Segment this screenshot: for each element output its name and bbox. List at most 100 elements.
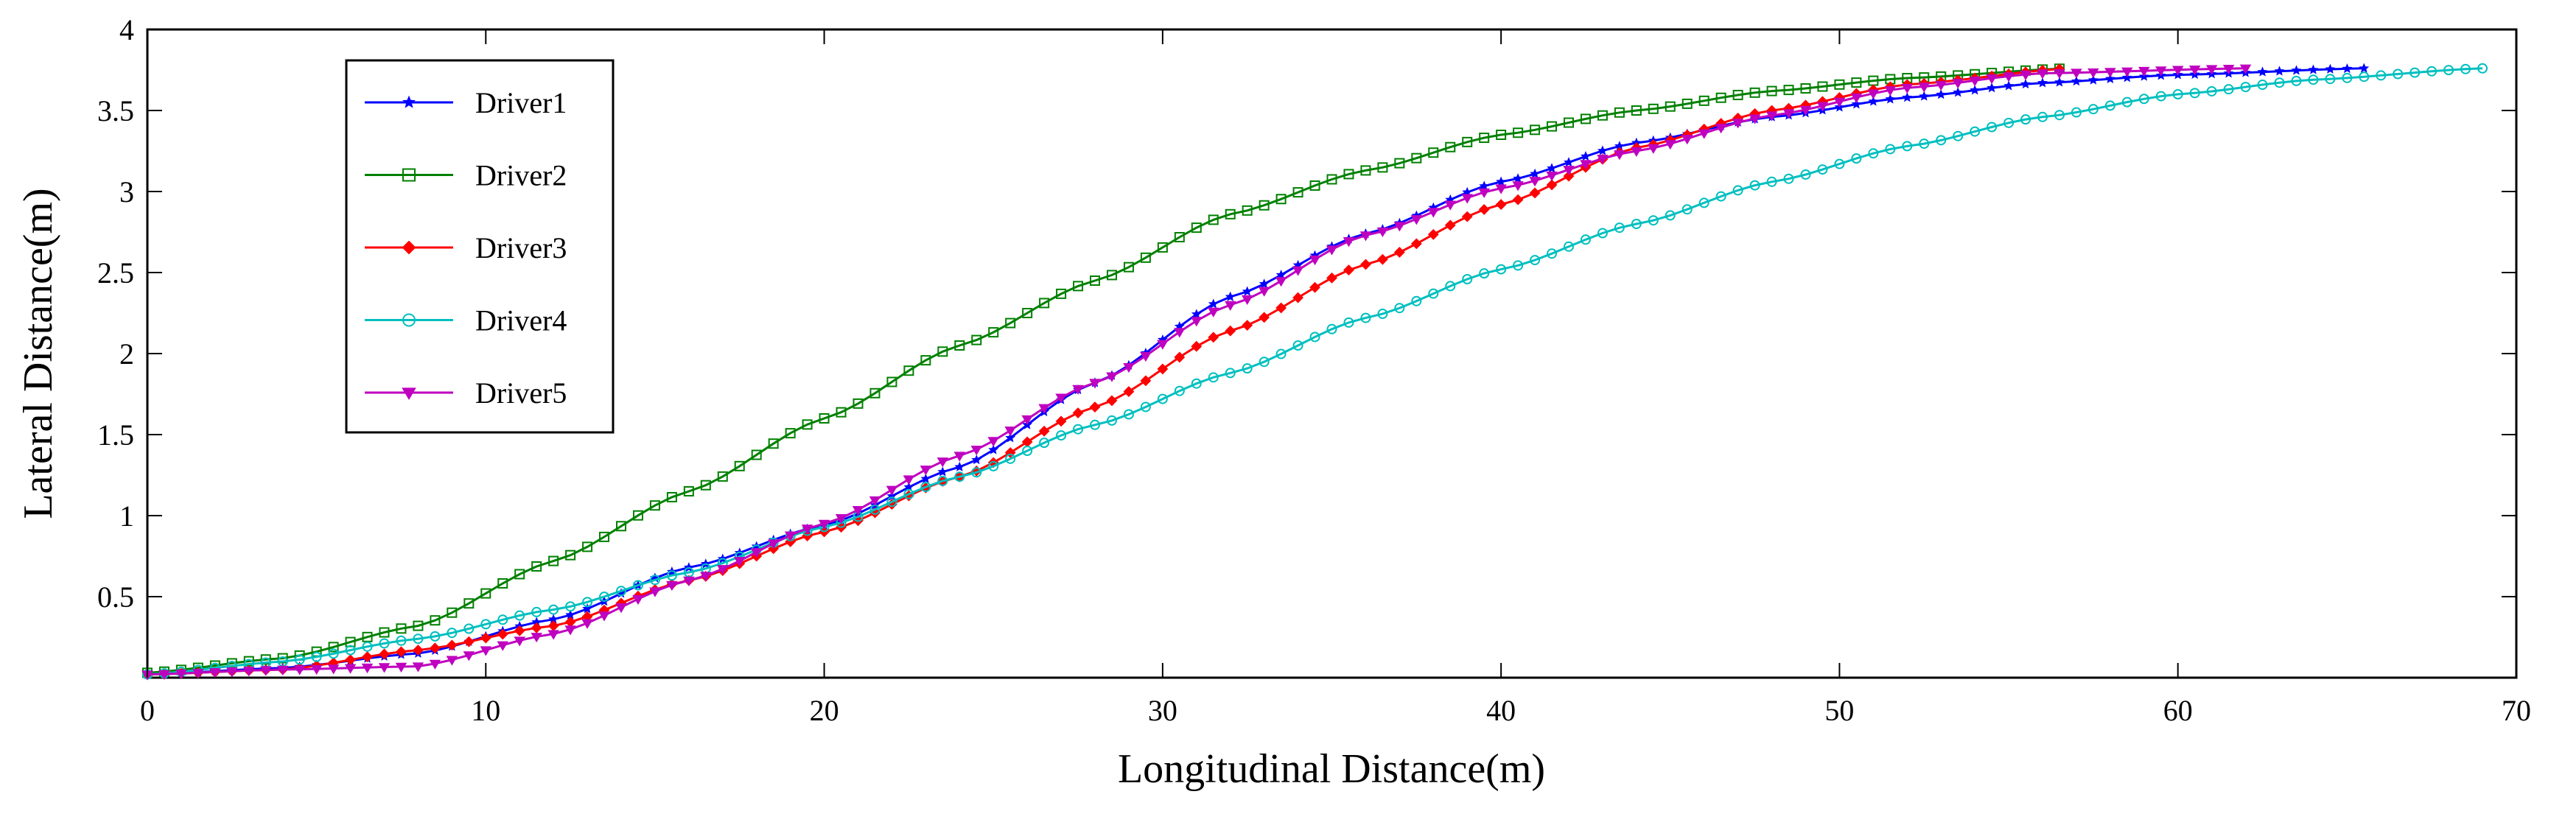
data-point-marker [835, 514, 847, 524]
data-point-marker [2477, 63, 2488, 74]
data-point-marker [1106, 270, 1117, 281]
data-point-marker [1191, 309, 1202, 319]
data-point-marker [1224, 301, 1236, 311]
data-point-marker [1919, 138, 1930, 150]
data-point-marker [1631, 105, 1642, 116]
data-point-marker [1225, 368, 1236, 379]
data-point-marker [1174, 231, 1185, 242]
data-point-marker [683, 576, 695, 586]
data-point-marker [1953, 87, 1964, 97]
data-point-marker [1513, 173, 1524, 183]
data-point-marker [666, 491, 677, 502]
data-point-marker [1072, 385, 1084, 395]
x-tick-label: 40 [1486, 694, 1516, 727]
data-point-marker [920, 355, 931, 366]
data-point-marker [2426, 66, 2437, 77]
data-point-marker [1242, 320, 1253, 331]
data-point-marker [1513, 260, 1524, 271]
data-point-marker [582, 603, 593, 614]
data-point-marker [463, 623, 475, 634]
data-point-marker [598, 611, 610, 622]
data-point-marker [1259, 357, 1270, 368]
data-point-marker [1581, 151, 1591, 161]
data-point-marker [767, 539, 780, 550]
data-point-marker [1884, 86, 1897, 96]
data-point-marker [886, 496, 897, 508]
data-point-marker [1242, 205, 1253, 216]
data-point-marker [1462, 274, 1473, 285]
data-point-marker [1597, 145, 1608, 155]
data-point-marker [361, 663, 374, 674]
data-point-marker [1275, 302, 1287, 314]
series-driver2 [142, 63, 2065, 678]
data-point-marker [1275, 348, 1287, 359]
data-point-marker [1174, 385, 1185, 396]
data-point-marker [1360, 312, 1371, 323]
data-point-marker [1732, 89, 1743, 100]
data-point-marker [1056, 288, 1067, 299]
data-point-marker [1715, 124, 1727, 134]
data-point-marker [937, 475, 948, 486]
data-point-marker [599, 531, 610, 542]
data-point-marker [886, 485, 898, 496]
data-point-marker [852, 506, 864, 516]
data-point-marker [1377, 162, 1388, 173]
data-point-marker [497, 614, 508, 625]
data-point-marker [1681, 135, 1693, 145]
data-point-marker [310, 664, 323, 675]
data-point-marker [1445, 281, 1456, 292]
data-point-marker [430, 615, 441, 626]
data-point-marker [209, 668, 221, 678]
data-point-marker [1359, 231, 1372, 242]
data-point-marker [1564, 117, 1574, 128]
data-point-marker [2223, 84, 2234, 95]
data-point-marker [379, 627, 390, 638]
data-point-marker [1292, 340, 1303, 351]
data-point-marker [1411, 152, 1422, 164]
data-point-marker [497, 641, 508, 651]
data-point-marker [616, 521, 626, 532]
data-point-marker [2037, 77, 2048, 88]
data-point-marker [1394, 158, 1405, 169]
data-point-marker [2359, 71, 2370, 82]
data-point-marker [1732, 119, 1744, 129]
data-point-marker [1783, 85, 1794, 96]
data-point-marker [2443, 65, 2454, 76]
data-point-marker [1005, 432, 1016, 443]
y-tick-label: 3.5 [97, 94, 134, 127]
series-driver5 [141, 64, 2252, 681]
data-point-marker [362, 651, 373, 663]
data-point-marker [514, 625, 525, 636]
data-point-marker [1478, 204, 1490, 215]
data-point-marker [1648, 215, 1659, 226]
data-point-marker [1056, 430, 1067, 441]
data-point-marker [396, 623, 407, 634]
data-point-marker [582, 597, 593, 608]
data-point-marker [497, 578, 508, 589]
y-tick-label: 1.5 [97, 418, 134, 452]
data-point-marker [1073, 281, 1084, 292]
data-point-marker [1698, 197, 1709, 208]
data-point-marker [1090, 275, 1100, 286]
data-point-marker [1106, 372, 1118, 382]
data-point-marker [1935, 80, 1947, 91]
data-point-marker [1885, 94, 1896, 104]
data-point-marker [1834, 158, 1845, 169]
data-point-marker [666, 580, 678, 591]
data-point-marker [1851, 99, 1862, 109]
data-point-marker [1648, 103, 1659, 114]
data-point-marker [903, 488, 914, 499]
data-point-marker [1681, 98, 1693, 109]
data-point-marker [379, 638, 390, 649]
data-point-marker [402, 313, 416, 327]
data-point-marker [1902, 141, 1913, 152]
legend-label: Driver1 [475, 86, 567, 119]
data-point-marker [1360, 165, 1371, 176]
data-point-marker [345, 645, 356, 656]
data-point-marker [734, 460, 745, 471]
data-point-marker [734, 557, 746, 567]
data-point-marker [2104, 100, 2115, 111]
data-point-marker [1157, 340, 1169, 350]
data-point-marker [402, 387, 416, 400]
data-point-marker [430, 631, 441, 642]
